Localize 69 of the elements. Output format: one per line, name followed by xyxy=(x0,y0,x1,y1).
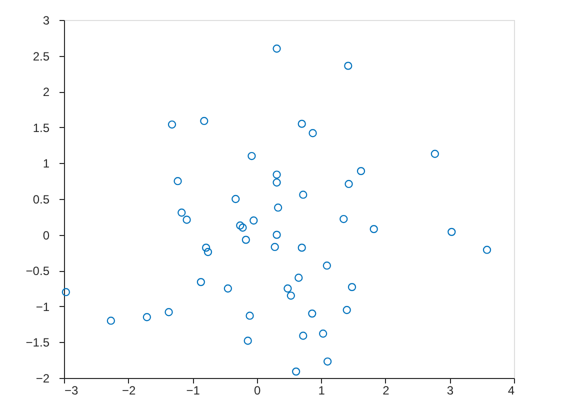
y-tick-label: 2 xyxy=(42,85,50,100)
y-tick-label: 1 xyxy=(42,156,50,171)
point xyxy=(272,178,281,187)
x-tick-label: 0 xyxy=(254,384,262,398)
point xyxy=(344,180,353,188)
point xyxy=(274,204,282,212)
point xyxy=(448,228,456,236)
point xyxy=(272,44,281,53)
point xyxy=(322,262,332,270)
point xyxy=(202,244,210,252)
point xyxy=(232,194,240,204)
x-tick-label: 2 xyxy=(382,384,390,398)
point xyxy=(308,129,317,138)
point xyxy=(242,236,250,244)
point xyxy=(248,152,256,160)
y-tick-label: −2 xyxy=(36,372,50,386)
point xyxy=(323,357,332,366)
point xyxy=(292,367,300,376)
point xyxy=(344,62,352,70)
point xyxy=(196,278,206,286)
point xyxy=(142,313,152,322)
point xyxy=(482,246,492,254)
point xyxy=(62,288,70,296)
point xyxy=(299,190,308,199)
y-tick-label: −1 xyxy=(36,300,50,314)
x-tick-label: −1 xyxy=(186,384,200,398)
y-tick-label: 3 xyxy=(42,14,50,28)
x-tick-label: 1 xyxy=(318,384,326,398)
point xyxy=(244,336,252,345)
point xyxy=(224,284,232,293)
point xyxy=(430,150,440,158)
point xyxy=(238,224,247,232)
point xyxy=(168,120,176,129)
point xyxy=(236,221,244,230)
point xyxy=(270,242,279,252)
point xyxy=(318,330,328,338)
point xyxy=(294,274,303,282)
y-tick-label: −0.5 xyxy=(26,264,50,278)
y-tick-label: 0 xyxy=(42,228,50,242)
point xyxy=(284,284,292,293)
point xyxy=(272,170,281,179)
point xyxy=(308,309,316,318)
point xyxy=(250,216,258,225)
point xyxy=(182,216,191,224)
point xyxy=(342,306,351,314)
point xyxy=(200,116,208,126)
point xyxy=(298,244,306,252)
y-tick-label: 0.5 xyxy=(32,192,50,206)
x-tick-label: −3 xyxy=(64,384,79,398)
point xyxy=(246,312,254,320)
y-tick-label: 2.5 xyxy=(32,49,50,64)
point xyxy=(299,332,308,340)
point xyxy=(164,308,173,316)
point xyxy=(356,166,366,176)
x-tick-label: 4 xyxy=(508,384,515,398)
point xyxy=(286,292,296,300)
point xyxy=(174,177,182,186)
point xyxy=(370,224,378,234)
point xyxy=(348,282,356,292)
y-tick-label: 1.5 xyxy=(32,120,50,135)
point xyxy=(178,208,186,217)
point xyxy=(272,230,281,239)
point xyxy=(340,214,348,224)
point xyxy=(106,316,116,325)
x-tick-label: 3 xyxy=(446,384,454,398)
point xyxy=(298,120,306,128)
y-tick-label: −1.5 xyxy=(26,336,50,350)
x-tick-label: −2 xyxy=(122,384,136,398)
point xyxy=(204,248,212,256)
